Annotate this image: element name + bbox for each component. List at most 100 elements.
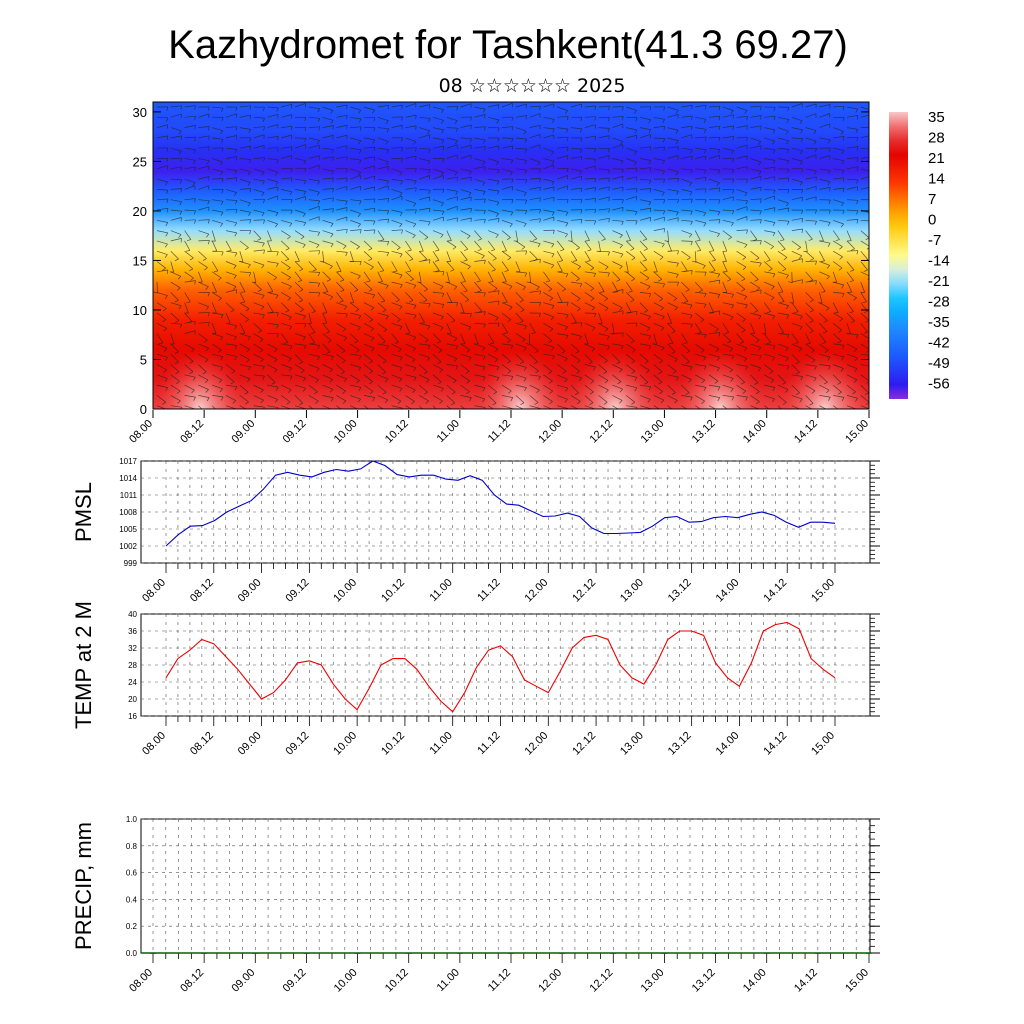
wind-barb-flag — [477, 248, 482, 252]
wind-barb-flag — [635, 188, 638, 193]
wind-barb — [184, 125, 196, 128]
wind-barb-flag — [604, 328, 609, 332]
wind-barb-flag — [696, 250, 701, 252]
wind-barb — [267, 178, 279, 183]
wind-barb-flag — [662, 210, 666, 215]
wind-barb-flag — [539, 290, 541, 295]
wind-barb-flag — [373, 156, 376, 161]
wind-barb-flag — [455, 345, 458, 350]
wind-barb — [750, 209, 762, 212]
wind-barb — [708, 178, 720, 184]
wind-barb — [750, 186, 762, 190]
wind-barb — [515, 240, 526, 248]
wind-barb — [391, 104, 403, 108]
wind-barb-flag — [234, 386, 238, 391]
wind-barb-flag — [497, 169, 500, 174]
wind-barb — [722, 353, 734, 356]
wind-barb — [515, 271, 527, 274]
wind-barb-flag — [731, 304, 734, 309]
wind-barb — [405, 405, 413, 409]
wind-barb — [639, 384, 651, 388]
wind-barb-flag — [511, 126, 514, 131]
wind-barb — [805, 250, 815, 259]
wind-barb-flag — [772, 140, 775, 145]
y-tick-label: 15 — [133, 253, 147, 268]
wind-barb — [419, 158, 430, 162]
wind-barb-flag — [440, 202, 444, 207]
wind-barb-flag — [688, 412, 691, 415]
wind-barb-flag — [580, 209, 583, 214]
wind-barb — [805, 196, 817, 201]
wind-barb-flag — [287, 277, 291, 281]
wind-barb-flag — [647, 286, 651, 290]
wind-barb — [777, 147, 789, 150]
wind-barb — [281, 322, 292, 327]
wind-barb-flag — [826, 411, 829, 414]
wind-barb-flag — [821, 342, 827, 345]
wind-barb-flag — [580, 322, 583, 327]
wind-barb-flag — [511, 178, 514, 183]
wind-barb — [653, 322, 665, 328]
wind-barb-flag — [772, 160, 776, 165]
wind-barb-flag — [409, 300, 414, 303]
wind-barb — [405, 155, 417, 159]
wind-barb-flag — [773, 116, 776, 121]
wind-barb-flag — [727, 340, 731, 344]
wind-barb-flag — [746, 125, 748, 130]
wind-barb-flag — [176, 287, 181, 291]
wind-barb — [391, 322, 403, 327]
wind-barb-flag — [709, 250, 714, 252]
wind-barb-flag — [801, 209, 804, 215]
wind-barb — [639, 178, 651, 181]
wind-barb — [363, 384, 374, 392]
wind-barb-flag — [781, 382, 786, 385]
wind-barb-flag — [192, 182, 196, 186]
wind-barb — [653, 271, 663, 280]
wind-barb-flag — [780, 301, 785, 303]
wind-barb — [281, 353, 292, 359]
wind-barb-flag — [189, 268, 193, 272]
wind-barb-flag — [741, 329, 746, 333]
wind-barb-flag — [621, 106, 624, 111]
wind-barb-flag — [631, 401, 635, 405]
wind-barb-flag — [770, 412, 773, 414]
wind-barb — [225, 219, 237, 224]
wind-barb-flag — [621, 221, 624, 226]
wind-barb-flag — [206, 233, 210, 238]
wind-barb — [363, 364, 373, 372]
wind-barb-flag — [317, 356, 320, 361]
wind-barb-flag — [344, 306, 348, 310]
wind-barb — [170, 374, 180, 382]
wind-barb-flag — [383, 329, 388, 333]
wind-barb-flag — [768, 268, 773, 272]
wind-barb-flag — [372, 109, 375, 114]
wind-barb-flag — [245, 319, 249, 323]
wind-barb-flag — [438, 350, 443, 353]
wind-barb-flag — [240, 332, 245, 335]
wind-barb-flag — [661, 327, 665, 331]
wind-barb — [833, 292, 845, 294]
wind-barb — [170, 135, 182, 139]
wind-barb — [308, 343, 320, 346]
wind-barb — [860, 281, 866, 293]
wind-barb-flag — [166, 198, 169, 203]
wind-barb — [267, 281, 274, 292]
wind-barb — [225, 230, 237, 234]
wind-barb — [350, 158, 362, 161]
wind-barb — [667, 168, 679, 173]
wind-barb — [308, 155, 320, 159]
wind-barb-flag — [495, 234, 499, 239]
wind-barb-flag — [290, 126, 293, 131]
wind-barb — [281, 177, 293, 180]
wind-barb-flag — [755, 391, 760, 395]
wind-barb — [432, 384, 444, 389]
wind-barb-flag — [510, 397, 514, 402]
wind-barb — [681, 374, 692, 380]
wind-barb — [419, 322, 430, 327]
wind-barb — [432, 292, 445, 294]
wind-barb — [225, 364, 236, 372]
wind-barb — [846, 106, 858, 110]
wind-barb-flag — [524, 325, 527, 330]
wind-barb-flag — [662, 138, 666, 143]
wind-barb-flag — [605, 389, 609, 394]
